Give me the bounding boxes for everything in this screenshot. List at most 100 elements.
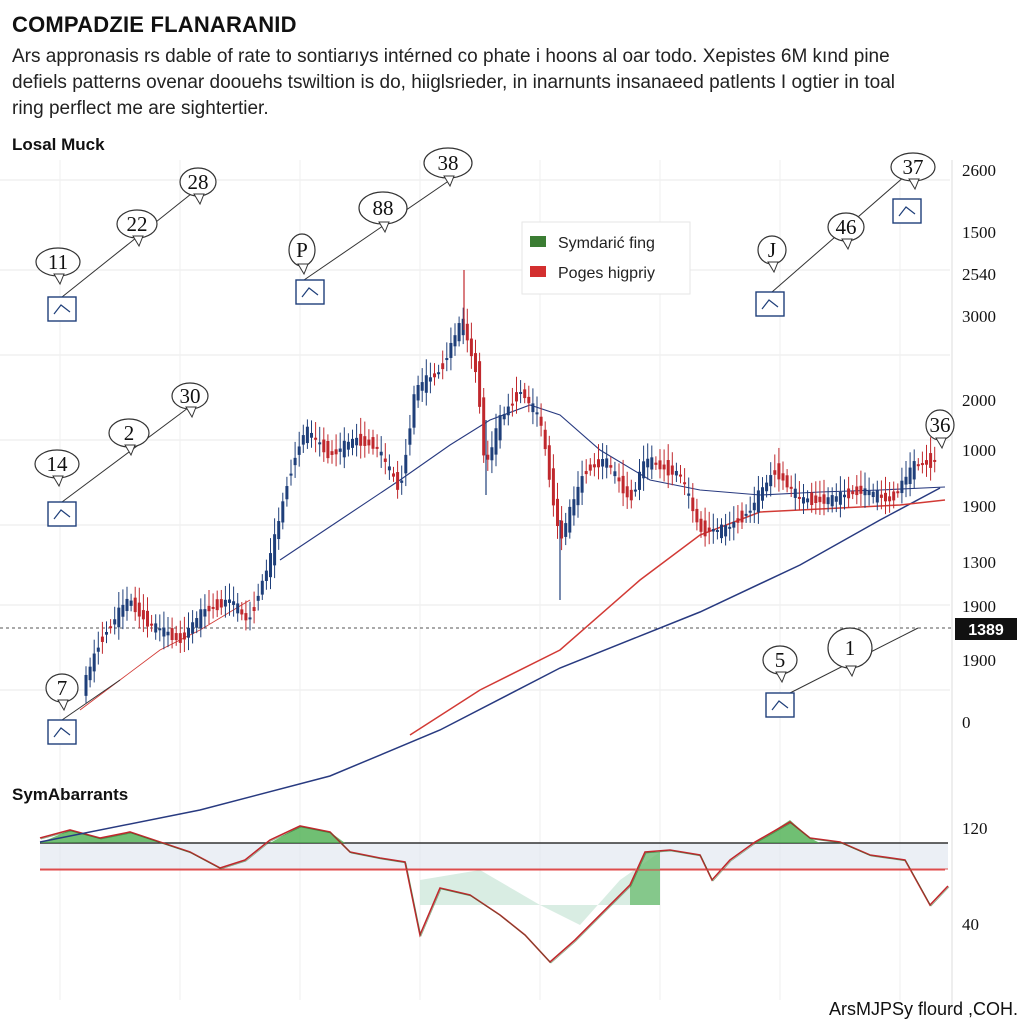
callout-label: P [296,238,308,262]
candle-body [363,436,367,446]
callout-tail [767,261,779,274]
candle-body [847,488,851,499]
candle-body [490,447,494,461]
candle-body [568,506,572,533]
candle-body [588,464,592,471]
candle-body [814,495,818,504]
candle-body [96,647,100,652]
candle-body [609,465,613,468]
candle-body [510,403,514,406]
candle-body [396,472,400,490]
candle-body [523,389,527,399]
candle-body [838,491,842,505]
candle-body [670,465,674,475]
y-tick-label: 1900 [962,497,996,516]
candle-body [691,497,695,512]
candle-body [236,603,240,614]
callout-tail [52,475,64,488]
moving-average-fast [409,499,946,736]
candle-body [424,375,428,393]
candlestick-series [84,270,937,703]
callout-label: 5 [775,648,786,672]
candle-body [773,470,777,475]
candle-body [244,613,248,621]
price-badge-box [955,618,1017,640]
candle-body [92,653,96,672]
candle-body [843,494,846,498]
candle-body [531,403,535,413]
candle-body [379,451,383,456]
candle-body [802,497,805,504]
candle-body [211,606,215,609]
candle-body [658,460,662,470]
candle-body [404,454,408,474]
candle-body [724,525,728,537]
candle-body [703,520,707,537]
callout-marker [755,291,785,317]
candle-body [687,493,691,496]
candle-body [191,622,195,634]
callout-label: 30 [180,384,201,408]
candle-body [752,502,756,511]
candle-body [789,486,793,489]
callout-tail [845,665,857,678]
candle-body [248,617,252,620]
callout-label: 14 [47,452,69,476]
candle-body [207,605,211,612]
candle-body [178,633,182,643]
candle-body [158,628,162,631]
candle-body [420,382,424,391]
candle-body [515,392,518,402]
candle-body [564,523,568,537]
candle-body [551,468,555,506]
legend-swatch-red [530,266,546,277]
candle-body [416,385,420,401]
callout-leader [61,189,197,298]
candle-body [117,607,121,628]
candle-body [806,498,810,503]
candle-body [322,439,326,453]
moving-average-slow [39,487,941,843]
candle-body [884,492,887,502]
candle-body [633,489,637,492]
candle-body [273,534,277,566]
candle-body [879,494,883,498]
moving-average-short [79,599,251,711]
candle-body [223,599,227,607]
candle-body [252,607,256,612]
oscillator-fill-green [755,820,820,843]
candle-body [498,415,502,441]
candle-body [904,476,908,485]
candle-body [105,631,108,635]
y-tick-label: 2540 [962,265,996,284]
callout-tail [185,406,197,419]
candle-body [461,318,465,336]
candle-body [605,458,609,468]
candle-body [642,461,646,479]
callout-marker [47,501,77,527]
callout-tail [841,238,853,251]
callout-tail [775,671,787,684]
callout-label: J [768,238,776,262]
candle-body [277,521,281,540]
candle-body [662,464,666,470]
candle-body [465,323,469,341]
candle-body [810,492,814,506]
footer-caption: ArsMJPSy flourd ,COH. [828,999,1018,1019]
candle-body [203,609,207,617]
candle-body [109,626,113,629]
candle-body [560,520,564,539]
candle-body [494,428,498,455]
candle-body [818,496,822,503]
callout-marker-icon [771,700,789,711]
oscillator-line-shadow [40,822,950,964]
candle-body [736,518,740,523]
callout-tail [124,444,136,457]
y-tick-label: 1500 [962,223,996,242]
candle-body [256,595,260,601]
candle-body [933,459,937,462]
candle-body [793,488,797,498]
moving-average-mid [279,404,946,561]
legend-box [521,221,691,295]
candle-body [146,610,149,627]
